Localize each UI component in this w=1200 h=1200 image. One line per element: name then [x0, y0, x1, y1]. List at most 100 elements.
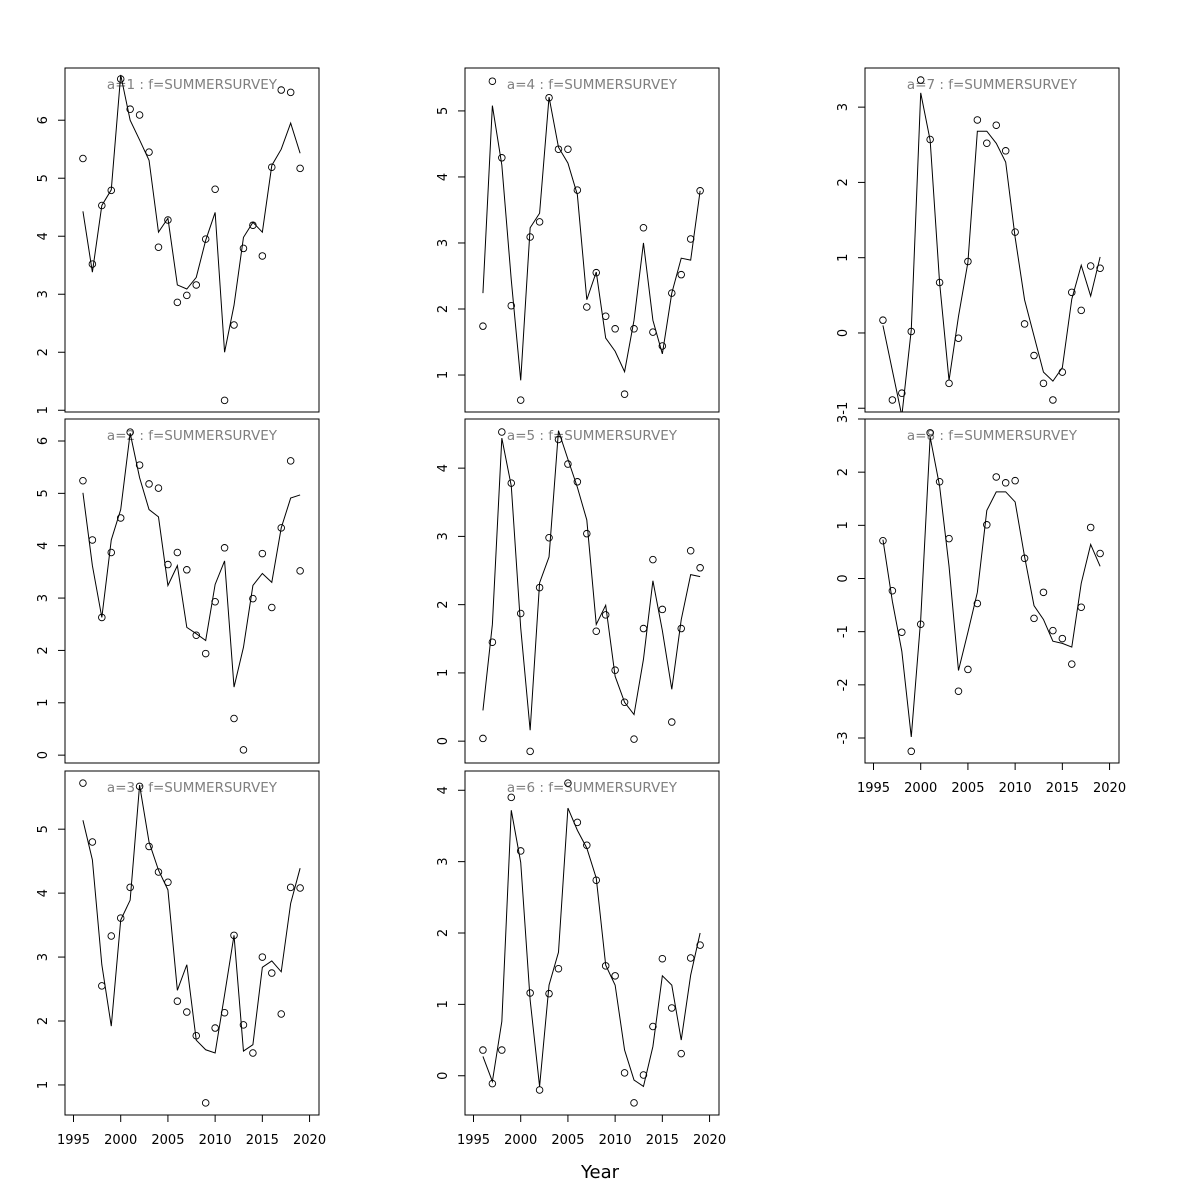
fitted-line: [82, 784, 301, 1054]
data-point: [268, 163, 276, 171]
y-tick-label: 4: [436, 173, 451, 181]
data-point: [498, 428, 506, 436]
y-tick-label: 2: [36, 1017, 51, 1025]
data-point: [88, 260, 97, 268]
data-point: [1068, 660, 1076, 668]
data-point: [573, 478, 582, 486]
data-point: [630, 325, 638, 333]
data-point: [488, 77, 497, 85]
data-point: [1039, 588, 1048, 597]
panel-title: a=5 : f=SUMMERSURVEY: [507, 428, 678, 444]
data-point: [296, 884, 304, 892]
x-tick-label: 1995: [857, 781, 890, 796]
data-point: [173, 548, 182, 557]
data-point: [926, 429, 934, 437]
data-point: [479, 322, 487, 330]
data-point: [1086, 523, 1095, 532]
data-point: [516, 609, 525, 618]
data-point: [526, 747, 534, 756]
panel-frame: [64, 418, 320, 764]
y-tick-label: 3: [836, 415, 851, 423]
x-tick-label: 2005: [151, 1133, 184, 1148]
data-point: [983, 139, 991, 148]
x-tick-label: 2010: [599, 1133, 632, 1148]
y-tick-label: 1: [436, 1000, 451, 1008]
y-tick-label: 5: [36, 489, 51, 497]
y-tick-label: 4: [36, 232, 51, 240]
data-point: [1058, 634, 1067, 643]
fitted-line: [882, 92, 1101, 412]
panel-title: a=7 : f=SUMMERSURVEY: [907, 77, 1078, 93]
data-point: [154, 484, 163, 492]
data-point: [268, 603, 276, 612]
x-tick-label: 2000: [904, 781, 937, 796]
data-point: [983, 521, 991, 529]
data-point: [135, 111, 144, 119]
data-point: [973, 116, 982, 124]
y-tick-label: 4: [36, 889, 51, 897]
fitted-line: [882, 436, 1101, 738]
panel-frame: [464, 770, 720, 1116]
y-tick-label: 4: [36, 542, 51, 550]
data-point: [535, 1086, 544, 1094]
data-point: [239, 746, 248, 754]
data-point: [658, 954, 667, 963]
y-tick-label: 3: [436, 532, 451, 540]
data-point: [954, 687, 963, 695]
x-tick-label: 2000: [504, 1133, 537, 1148]
data-point: [79, 154, 87, 163]
data-point: [88, 838, 97, 846]
data-point: [696, 941, 704, 949]
data-point: [239, 244, 248, 253]
data-point: [611, 325, 619, 333]
data-point: [630, 735, 638, 743]
data-point: [583, 529, 591, 538]
data-point: [268, 969, 276, 977]
data-point: [1077, 603, 1085, 611]
y-tick-label: 2: [436, 305, 451, 313]
data-point: [220, 544, 229, 552]
data-point: [907, 747, 916, 756]
data-point: [211, 185, 219, 193]
data-point: [658, 342, 667, 350]
y-tick-label: 2: [36, 348, 51, 356]
data-point: [1058, 368, 1067, 376]
data-point: [239, 1021, 248, 1029]
x-tick-label: 2005: [551, 1133, 584, 1148]
panel: a=8 : f=SUMMERSURVEY -3 -2 -1 0 1 2 3 1995 2000 20…: [836, 415, 1126, 796]
data-point: [183, 566, 191, 574]
data-point: [286, 88, 295, 97]
data-point: [611, 666, 619, 674]
panel-frame: [64, 770, 320, 1116]
data-point: [898, 389, 906, 397]
data-point: [964, 665, 972, 674]
data-point: [135, 461, 144, 469]
y-tick-label: 3: [436, 857, 451, 865]
data-point: [1030, 614, 1038, 623]
data-point: [1001, 479, 1010, 487]
x-tick-label: 2015: [1046, 781, 1079, 796]
data-point: [620, 390, 629, 398]
y-tick-label: 3: [436, 239, 451, 247]
panel: a=2 : f=SUMMERSURVEY 0 1 2 3 4 5 6: [36, 418, 320, 764]
data-point: [488, 638, 497, 646]
data-point: [1001, 147, 1010, 155]
x-tick-label: 2015: [246, 1133, 279, 1148]
data-point: [696, 564, 704, 572]
data-point: [1020, 320, 1029, 328]
y-tick-label: 1: [836, 254, 851, 262]
data-point: [286, 883, 295, 892]
y-tick-label: 0: [36, 751, 51, 759]
data-point: [545, 534, 553, 542]
y-tick-label: 1: [36, 406, 51, 414]
y-tick-label: 0: [836, 574, 851, 582]
data-point: [249, 1049, 257, 1057]
data-point: [649, 555, 657, 564]
data-point: [507, 301, 516, 310]
x-axis-label: Year: [580, 1162, 620, 1183]
data-point: [201, 1099, 210, 1107]
data-point: [249, 594, 257, 603]
data-point: [649, 1022, 657, 1031]
y-tick-label: 4: [436, 464, 451, 472]
